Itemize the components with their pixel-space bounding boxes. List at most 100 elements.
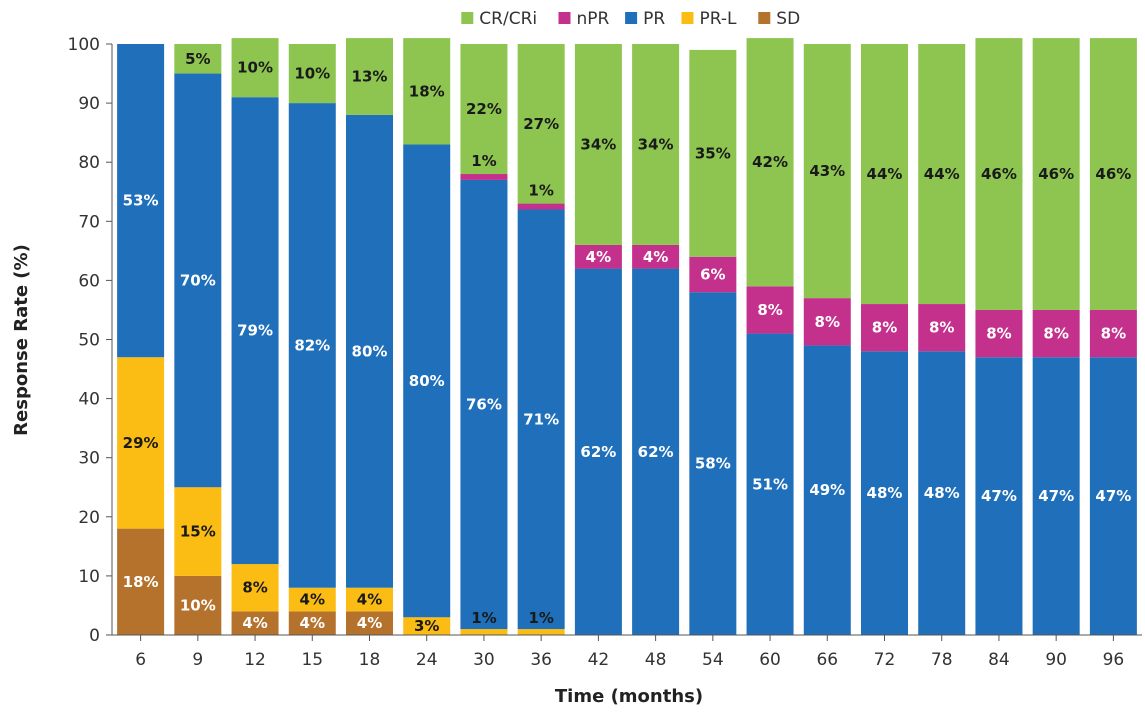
bar-pr-l-9 [174,487,222,576]
x-tick-label: 24 [416,650,438,670]
bar-cr-cri-12 [231,38,279,98]
bar-npr-66 [803,298,851,346]
bar-sd-15 [288,611,336,635]
y-tick-label: 30 [78,449,100,469]
y-axis-title: Response Rate (%) [11,244,32,436]
bar-pr-78 [918,351,966,635]
bar-cr-cri-84 [975,38,1023,310]
bar-cr-cri-24 [403,38,451,145]
bar-pr-l-12 [231,564,279,612]
x-tick-label: 54 [702,650,724,670]
x-tick-label: 18 [359,650,381,670]
data-label-npr-66: 8% [815,313,840,331]
data-label-pr-90: 47% [1038,487,1074,505]
data-label-cr-cri-42: 34% [580,135,616,153]
bar-pr-9 [174,73,222,488]
bar-sd-9 [174,575,222,635]
x-tick-label: 72 [874,650,896,670]
legend-label-npr: nPR [577,9,610,29]
bar-pr-12 [231,97,279,565]
data-label-pr-48: 62% [638,443,674,461]
bar-cr-cri-60 [746,38,794,287]
data-label-pr-66: 49% [809,481,845,499]
bar-pr-66 [803,345,851,635]
data-label-pr-96: 47% [1095,487,1131,505]
data-label-pr-l-12: 8% [242,579,267,597]
data-label-cr-cri-54: 35% [695,144,731,162]
bar-cr-cri-30 [460,44,508,175]
bar-npr-96 [1089,309,1137,358]
bar-npr-30 [460,174,508,180]
x-tick-label: 90 [1045,650,1067,670]
data-label-pr-18: 80% [352,342,388,360]
bar-pr-l-15 [288,587,336,612]
data-label-pr-l-6: 29% [123,434,159,452]
bar-pr-l-24 [403,617,451,635]
bar-cr-cri-48 [632,44,680,245]
data-label-cr-cri-96: 46% [1095,165,1131,183]
data-label-pr-l-24: 3% [414,617,439,635]
bar-pr-54 [689,292,737,635]
bar-pr-48 [632,268,680,635]
data-label-npr-84: 8% [986,325,1011,343]
data-label-npr-96: 8% [1101,325,1126,343]
data-label-pr-9: 70% [180,271,216,289]
data-label-pr-72: 48% [867,484,903,502]
data-label-pr-24: 80% [409,372,445,390]
legend-swatch-sd [758,12,771,24]
data-label-cr-cri-60: 42% [752,153,788,171]
y-tick-label: 90 [78,94,100,114]
legend-swatch-pr-l [681,12,694,24]
y-tick-label: 0 [89,626,100,646]
bar-cr-cri-66 [803,44,851,299]
data-label-pr-54: 58% [695,455,731,473]
bar-pr-l-30 [460,629,508,635]
data-label-cr-cri-90: 46% [1038,165,1074,183]
data-label-cr-cri-72: 44% [867,165,903,183]
x-tick-label: 30 [473,650,495,670]
bar-npr-54 [689,256,737,293]
bar-pr-24 [403,144,451,618]
bar-cr-cri-78 [918,44,966,305]
bar-npr-36 [517,203,565,210]
x-axis-title: Time (months) [555,686,703,707]
bar-pr-l-36 [517,629,565,635]
x-axis: 6 9 12 15 18 24 30 36 42 48 54 60 66 72 78 84 90 96 [112,634,1142,670]
data-label-sd-12: 4% [242,614,267,632]
y-tick-label: 100 [68,35,100,55]
x-tick-label: 96 [1103,650,1125,670]
data-label-cr-cri-84: 46% [981,165,1017,183]
data-label-sd-18: 4% [357,614,382,632]
data-label-cr-cri-30: 22% [466,100,502,118]
data-label-npr-54: 6% [700,265,725,283]
data-label-cr-cri-48: 34% [638,135,674,153]
data-label-cr-cri-12: 10% [237,59,273,77]
legend-label-cr-cri: CR/CRi [479,9,537,29]
bar-sd-12 [231,611,279,635]
data-label-pr-30: 76% [466,396,502,414]
bar-pr-36 [517,209,565,630]
data-label-pr-42: 62% [580,443,616,461]
y-tick-label: 60 [78,271,100,291]
data-label-cr-cri-66: 43% [809,162,845,180]
bar-cr-cri-54 [689,49,737,257]
data-label-cr-cri-18: 13% [352,68,388,86]
x-tick-label: 36 [530,650,552,670]
bar-cr-cri-15 [288,44,336,104]
data-label-pr-36: 71% [523,410,559,428]
bar-pr-l-18 [346,587,393,612]
x-tick-label: 60 [759,650,781,670]
data-label-npr-42: 4% [586,248,611,266]
x-tick-label: 84 [988,650,1010,670]
bar-npr-84 [975,309,1023,358]
data-label-cr-cri-9: 5% [185,50,210,68]
data-label-sd-15: 4% [300,614,325,632]
y-tick-label: 20 [78,508,100,528]
y-tick-label: 50 [78,331,100,351]
y-tick-label: 10 [78,567,100,587]
bar-cr-cri-36 [517,44,565,204]
data-label-pr-6: 53% [123,192,159,210]
bar-pr-18 [346,114,393,588]
y-tick-label: 40 [78,390,100,410]
bar-pr-15 [288,103,336,588]
